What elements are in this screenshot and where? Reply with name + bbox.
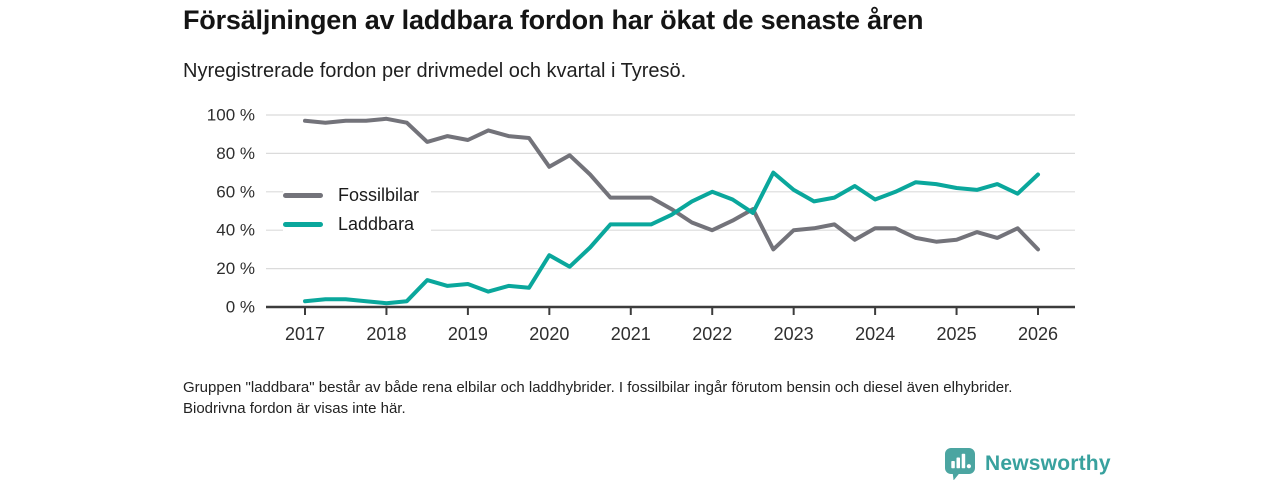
- series-line-fossilbilar: [303, 116, 1040, 252]
- chart-title: Försäljningen av laddbara fordon har öka…: [183, 5, 924, 35]
- y-axis-label: 40 %: [216, 221, 255, 240]
- y-axis-label: 0 %: [226, 297, 255, 316]
- x-axis-label: 2019: [448, 324, 488, 344]
- legend-item-laddbara: Laddbara: [283, 211, 432, 237]
- y-axis-label: 80 %: [216, 144, 255, 163]
- line-chart: 0 % 20 % 40 % 60 % 80 % 100 % 2017 2018 2019 2020…: [170, 100, 1100, 352]
- laddbara-line-swatch: [283, 221, 323, 227]
- x-axis-label: 2018: [366, 324, 406, 344]
- line-chart-canvas: 0 % 20 % 40 % 60 % 80 % 100 % 2017 2018 2019 2020…: [207, 105, 1075, 344]
- chart-subtitle: Nyregistrerade fordon per drivmedel och …: [183, 60, 687, 82]
- logo-wordmark: Newsworthy: [985, 452, 1111, 475]
- fossilbilar-line-swatch: [283, 192, 323, 198]
- x-axis-label: 2021: [611, 324, 651, 344]
- legend-label-fossilbilar: Fossilbilar: [338, 184, 420, 205]
- x-axis-label: 2026: [1018, 324, 1058, 344]
- y-axis-label: 60 %: [216, 182, 255, 201]
- x-axis-label: 2023: [774, 324, 814, 344]
- x-axis-label: 2025: [937, 324, 977, 344]
- y-axis-label: 100 %: [207, 105, 255, 124]
- chart-footnote: Gruppen "laddbara" består av både rena e…: [183, 379, 1013, 417]
- y-axis-label: 20 %: [216, 259, 255, 278]
- series-line-laddbara: [303, 170, 1040, 306]
- chart-legend: Fossilbilar Laddbara: [283, 182, 432, 237]
- x-axis-label: 2024: [855, 324, 895, 344]
- x-axis-label: 2022: [692, 324, 732, 344]
- bar-chart-bubble-icon: [945, 448, 975, 480]
- x-axis-label: 2017: [285, 324, 325, 344]
- legend-label-laddbara: Laddbara: [338, 213, 415, 234]
- newsworthy-logo: Newsworthy: [944, 447, 1111, 480]
- x-axis-label: 2020: [529, 324, 569, 344]
- legend-item-fossilbilar: Fossilbilar: [283, 182, 432, 208]
